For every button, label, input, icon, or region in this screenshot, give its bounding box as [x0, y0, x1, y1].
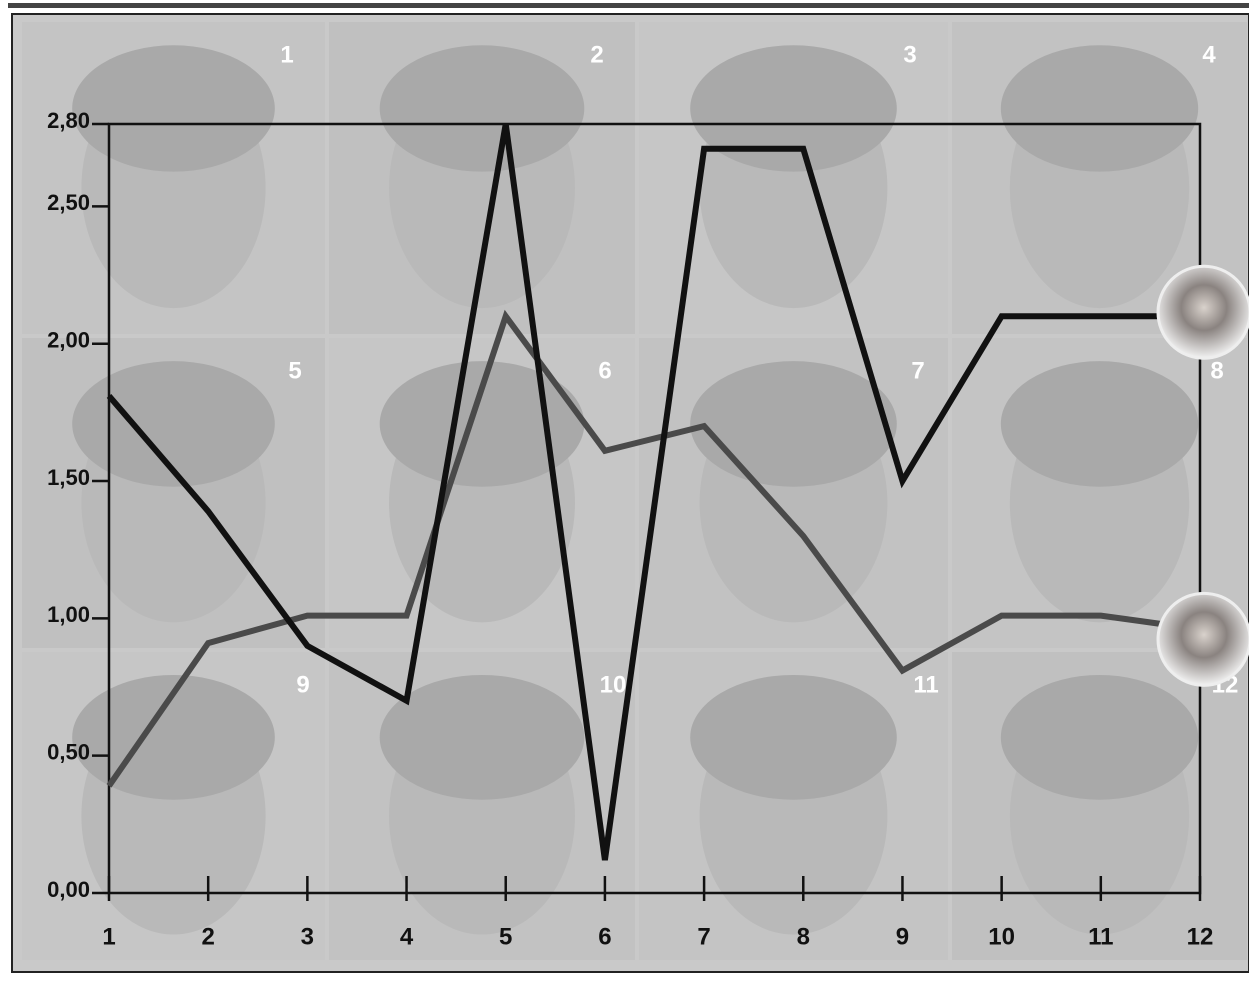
y-tick-label: 0,50: [47, 739, 90, 764]
photo-grid: 1 2 3 45 6 7 89 10 11 12: [22, 22, 1247, 960]
data-line: [106, 123, 1200, 861]
photo-hair: [72, 361, 275, 487]
photo-hair: [379, 361, 585, 487]
y-tick-label: 1,50: [47, 465, 90, 490]
x-tick-label: 1: [102, 923, 115, 950]
x-tick-label: 3: [301, 923, 314, 950]
x-tick-label: 8: [797, 923, 810, 950]
x-tick-label: 12: [1187, 923, 1214, 950]
photo-hair: [1000, 674, 1199, 800]
photo-hair: [72, 45, 275, 172]
x-tick-label: 10: [988, 923, 1015, 950]
photo-hair: [690, 45, 897, 172]
panel-label: 2: [590, 41, 603, 68]
end-icon: [1156, 264, 1249, 360]
photo-hair: [379, 674, 585, 800]
panel-label: 7: [911, 357, 924, 384]
y-tick-label: 0,00: [47, 877, 90, 902]
y-tick-label: 2,00: [47, 328, 90, 353]
x-tick-label: 2: [202, 923, 215, 950]
photo-hair: [690, 674, 897, 800]
y-tick-label: 2,80: [47, 108, 90, 133]
panel-label: 6: [598, 357, 611, 384]
photo-hair: [1000, 45, 1199, 172]
panel-label: 1: [280, 41, 293, 68]
end-icon: [1156, 591, 1249, 687]
x-tick-label: 7: [697, 923, 710, 950]
x-tick-label: 11: [1088, 923, 1113, 950]
x-tick-label: 9: [896, 923, 909, 950]
panel-label: 4: [1202, 41, 1216, 68]
panel-label: 3: [903, 41, 916, 68]
photo-hair: [1000, 361, 1199, 487]
photo-hair: [690, 361, 897, 487]
panel-label: 11: [913, 671, 938, 698]
x-tick-label: 6: [598, 923, 611, 950]
x-tick-label: 4: [400, 923, 414, 950]
panel-label: 8: [1210, 357, 1223, 384]
y-tick-label: 2,50: [47, 190, 90, 215]
y-tick-label: 1,00: [47, 602, 90, 627]
top-border: [8, 3, 1249, 8]
photo-hair: [379, 45, 585, 172]
panel-label: 9: [296, 671, 309, 698]
x-tick-label: 5: [499, 923, 512, 950]
plot-frame: [107, 122, 1202, 895]
panel-label: 10: [600, 671, 627, 698]
panel-label: 5: [288, 357, 301, 384]
